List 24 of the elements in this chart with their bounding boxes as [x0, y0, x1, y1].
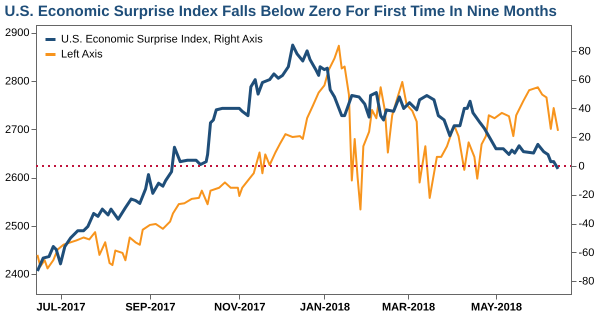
legend-label: Left Axis — [61, 48, 104, 60]
y-tick-label: 2400 — [5, 268, 30, 281]
y2-tick-label: -60 — [578, 246, 594, 259]
x-tick-label: MAR-2018 — [382, 302, 436, 314]
y2-tick-label: 40 — [578, 102, 591, 115]
x-tick-label: MAY-2018 — [471, 302, 522, 314]
y2-tick-label: -40 — [578, 218, 594, 230]
y2-tick-label: 60 — [578, 74, 591, 86]
y2-tick-label: -80 — [578, 276, 594, 288]
x-tick-label: SEP-2017 — [125, 302, 176, 314]
y2-tick-label: -20 — [578, 189, 594, 202]
x-tick-label: JAN-2018 — [300, 302, 350, 314]
x-tick-label: JUL-2017 — [36, 302, 86, 314]
y2-tick-label: 0 — [578, 160, 585, 172]
y-tick-label: 2600 — [5, 172, 30, 184]
chart-title: U.S. Economic Surprise Index Falls Below Zero For First Time In Nine Months — [4, 3, 557, 20]
y-tick-label: 2500 — [5, 220, 30, 232]
x-tick-label: NOV-2017 — [214, 302, 266, 314]
y2-tick-label: 20 — [578, 132, 591, 144]
y2-tick-label: 80 — [578, 45, 591, 58]
y-tick-label: 2900 — [5, 27, 30, 40]
legend-label: U.S. Economic Surprise Index, Right Axis — [61, 34, 264, 46]
y-tick-label: 2700 — [5, 124, 30, 136]
y-tick-label: 2800 — [5, 76, 30, 88]
